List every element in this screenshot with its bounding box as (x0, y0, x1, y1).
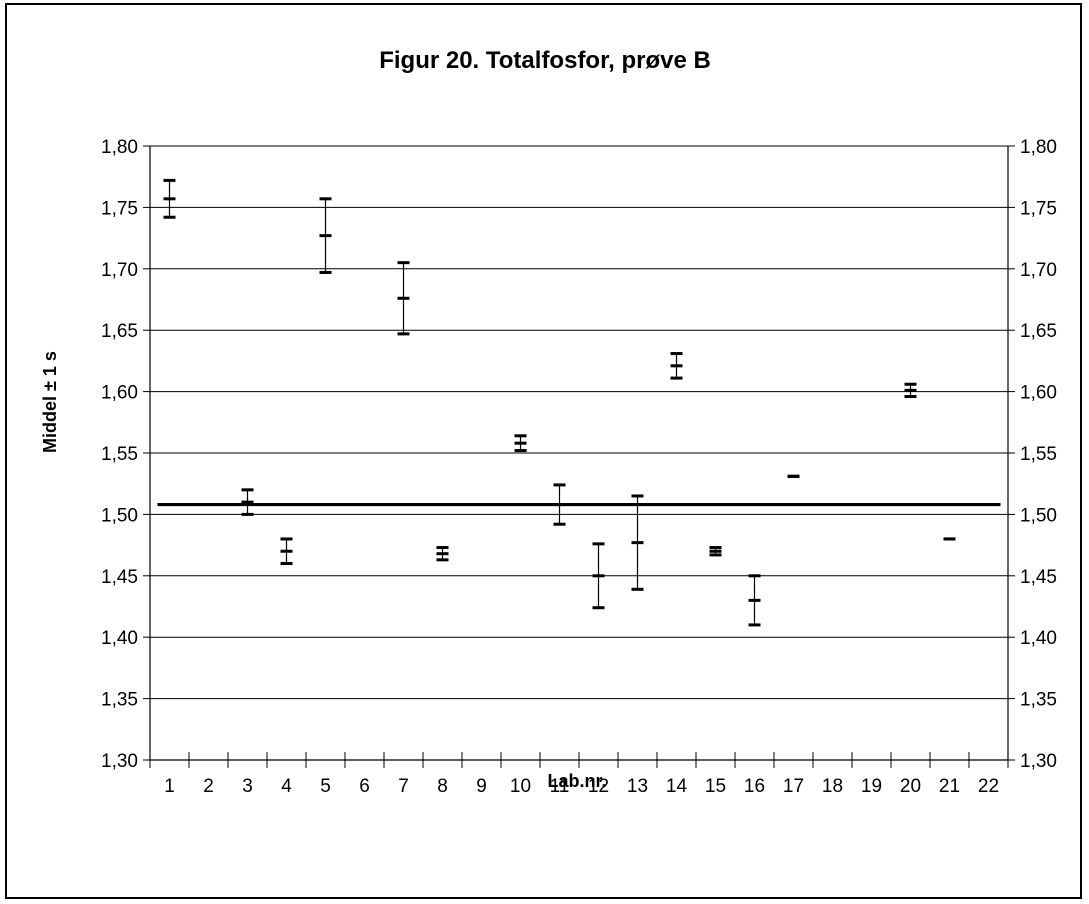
errorbar-lab-14 (670, 352, 683, 380)
errorbar-lab-10 (514, 434, 527, 453)
errorbar-lab-20 (904, 382, 917, 399)
x-tick-label: 7 (398, 776, 409, 797)
x-tick-label: 2 (203, 776, 214, 797)
y-tick-label-left: 1,70 (101, 260, 138, 281)
errorbar-lab-7 (397, 261, 410, 336)
y-tick-label-right: 1,60 (1020, 383, 1057, 404)
y-tick-label-left: 1,60 (101, 383, 138, 404)
x-tick-label: 10 (510, 776, 531, 797)
x-tick-label: 12 (588, 776, 609, 797)
errorbar-layer (163, 178, 956, 627)
grid-layer (150, 145, 1008, 700)
x-tick-label: 18 (822, 776, 843, 797)
x-tick-label: 13 (627, 776, 648, 797)
y-tick-label-right: 1,30 (1020, 751, 1057, 772)
y-axis-title: Middel ± 1 s (40, 351, 60, 453)
y-tick-label-right: 1,35 (1020, 690, 1057, 711)
y-tick-label-left: 1,80 (101, 137, 138, 158)
y-tick-label-right: 1,55 (1020, 444, 1057, 465)
y-tick-label-right: 1,45 (1020, 567, 1057, 588)
chart-frame (5, 3, 1082, 899)
x-tick-label: 15 (705, 776, 726, 797)
errorbar-lab-1 (163, 178, 176, 219)
chart-title: Figur 20. Totalfosfor, prøve B (379, 47, 711, 74)
x-tick-label: 11 (550, 776, 570, 797)
y-tick-label-left: 1,55 (101, 444, 138, 465)
x-tick-label: 22 (978, 776, 999, 797)
y-tick-label-left: 1,65 (101, 321, 138, 342)
errorbar-lab-3 (241, 488, 254, 516)
ticks-layer: 1,30 1,30 1,35 1,35 1,40 1,40 1,45 1,45 1,50 1,50… (101, 137, 1057, 797)
y-tick-label-left: 1,35 (101, 690, 138, 711)
x-tick-label: 1 (164, 776, 175, 797)
y-tick-label-right: 1,40 (1020, 628, 1057, 649)
errorbar-lab-8 (436, 546, 449, 562)
y-tick-label-left: 1,30 (101, 751, 138, 772)
x-tick-label: 20 (900, 776, 921, 797)
x-tick-label: 19 (861, 776, 882, 797)
y-tick-label-left: 1,40 (101, 628, 138, 649)
x-tick-label: 14 (666, 776, 688, 797)
x-tick-label: 9 (476, 776, 487, 797)
errorbar-lab-4 (280, 537, 293, 566)
y-tick-label-right: 1,80 (1020, 137, 1057, 158)
x-tick-label: 8 (437, 776, 448, 797)
y-tick-label-right: 1,75 (1020, 198, 1057, 219)
y-tick-label-left: 1,45 (101, 567, 138, 588)
errorbar-lab-5 (319, 197, 332, 274)
x-tick-label: 6 (359, 776, 370, 797)
y-tick-label-right: 1,70 (1020, 260, 1057, 281)
x-tick-label: 16 (744, 776, 765, 797)
errorbar-lab-12 (592, 542, 605, 610)
errorbar-lab-13 (631, 494, 644, 591)
y-tick-label-left: 1,50 (101, 505, 138, 526)
x-tick-label: 5 (320, 776, 331, 797)
y-tick-label-left: 1,75 (101, 198, 138, 219)
y-tick-label-right: 1,50 (1020, 505, 1057, 526)
x-tick-label: 17 (783, 776, 804, 797)
x-tick-label: 4 (281, 776, 292, 797)
y-tick-label-right: 1,65 (1020, 321, 1057, 342)
errorbar-lab-15 (709, 546, 722, 557)
errorbar-lab-16 (748, 574, 761, 627)
x-axis-title: Lab.nr. (547, 771, 606, 791)
x-tick-label: 3 (242, 776, 253, 797)
x-tick-label: 21 (939, 776, 960, 797)
